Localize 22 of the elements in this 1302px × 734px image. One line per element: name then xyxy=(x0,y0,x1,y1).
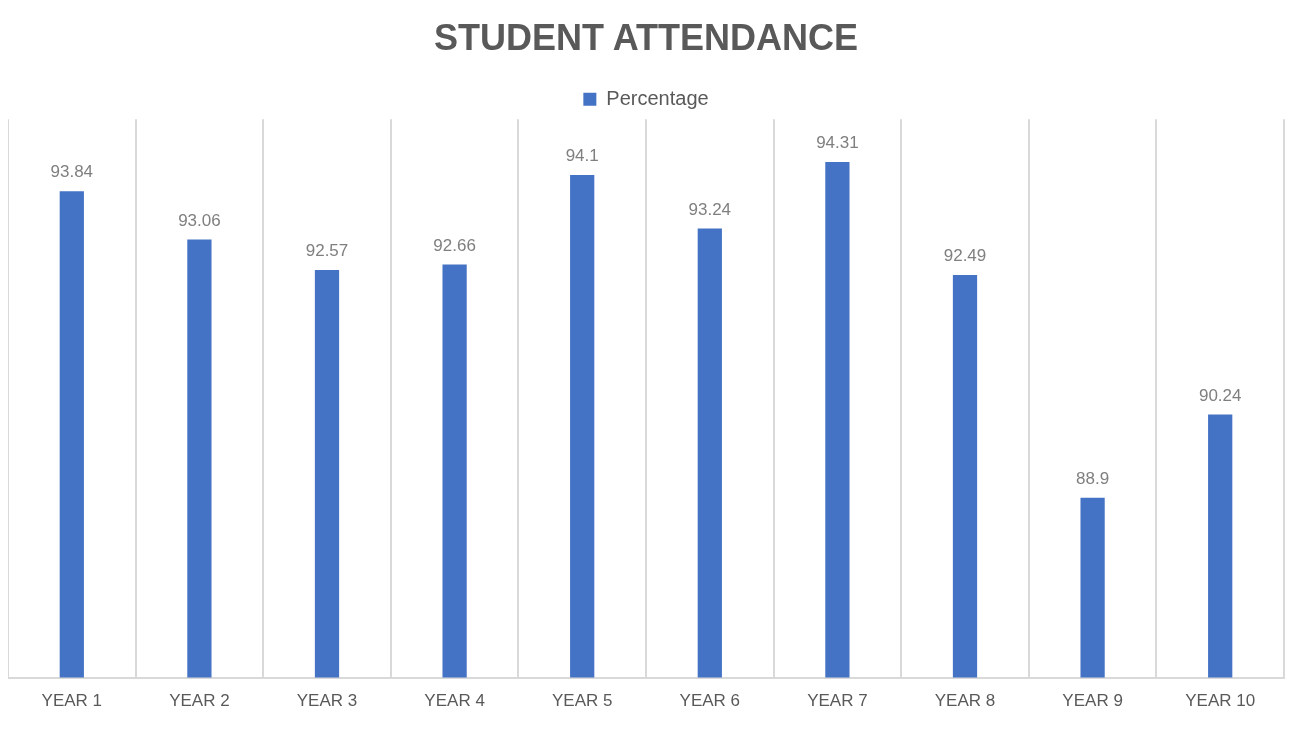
legend-label: Percentage xyxy=(606,86,709,109)
x-tick-label: YEAR 9 xyxy=(1062,691,1123,711)
chart-title: STUDENT ATTENDANCE xyxy=(434,16,858,58)
x-tick-label: YEAR 2 xyxy=(169,691,230,711)
data-label: 92.66 xyxy=(433,235,476,255)
x-tick-label: YEAR 5 xyxy=(551,691,613,711)
x-tick-label: YEAR 8 xyxy=(934,691,996,711)
data-label: 90.24 xyxy=(1198,385,1242,405)
data-label: 92.49 xyxy=(943,246,987,266)
x-tick-label: YEAR 3 xyxy=(296,691,358,711)
x-tick-label: YEAR 10 xyxy=(1185,691,1256,711)
data-label: 88.9 xyxy=(1076,468,1110,488)
x-tick-label: YEAR 6 xyxy=(679,691,741,711)
data-label: 94.1 xyxy=(565,146,599,166)
data-label: 93.24 xyxy=(688,199,732,219)
x-tick-label: YEAR 7 xyxy=(807,691,868,711)
x-tick-label: YEAR 4 xyxy=(424,691,485,711)
data-label: 92.57 xyxy=(305,241,349,261)
data-label: 93.84 xyxy=(50,162,94,182)
data-label: 94.31 xyxy=(816,133,859,153)
data-label: 93.06 xyxy=(178,210,221,230)
x-tick-label: YEAR 1 xyxy=(41,691,103,711)
